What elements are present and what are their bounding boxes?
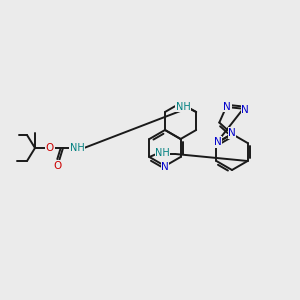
Text: O: O — [46, 143, 54, 153]
Text: NH: NH — [155, 148, 170, 158]
Text: NH: NH — [176, 102, 190, 112]
Text: N: N — [242, 105, 249, 115]
Text: N: N — [161, 162, 169, 172]
Text: N: N — [228, 128, 236, 138]
Text: O: O — [54, 161, 62, 171]
Text: NH: NH — [70, 143, 84, 153]
Text: N: N — [214, 137, 221, 147]
Text: N: N — [224, 102, 231, 112]
